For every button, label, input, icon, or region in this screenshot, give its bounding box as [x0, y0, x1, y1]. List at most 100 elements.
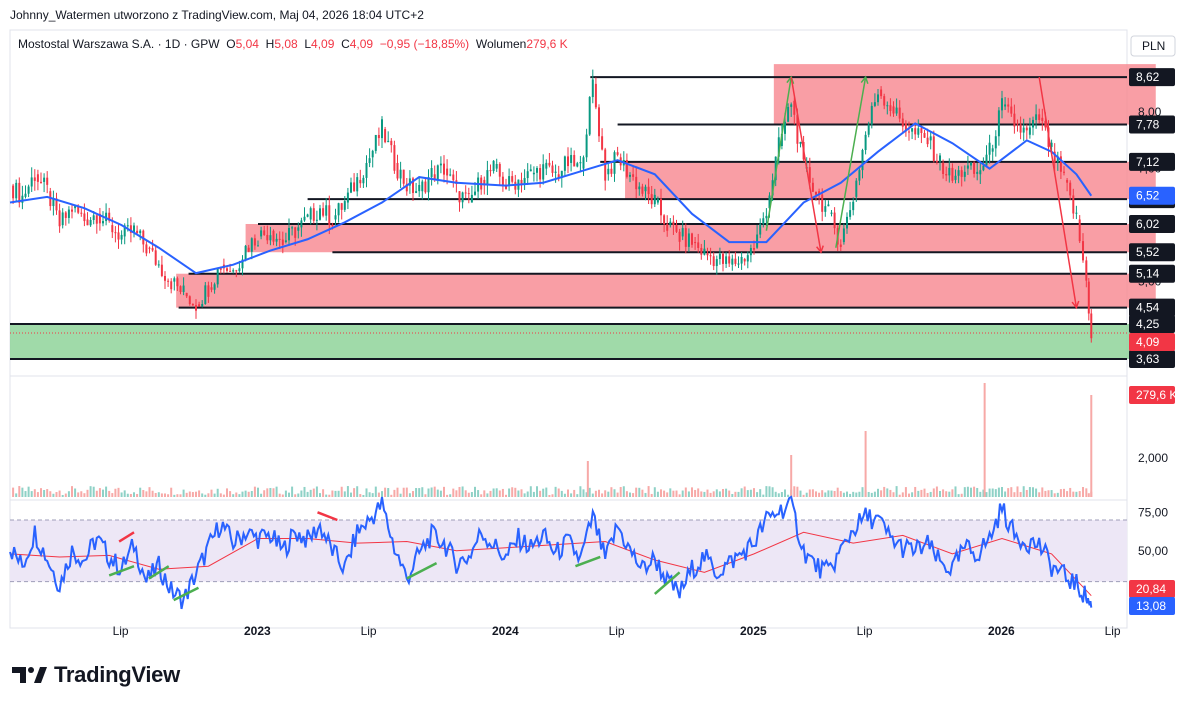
- volume-bar: [160, 493, 163, 497]
- volume-bar: [136, 493, 139, 497]
- candle-body: [529, 169, 532, 172]
- currency-badge[interactable]: [1130, 35, 1176, 57]
- candle-body: [139, 230, 142, 234]
- volume-bar: [517, 490, 520, 497]
- candle-body: [195, 305, 197, 311]
- volume-bar: [756, 492, 759, 497]
- candle-body: [182, 285, 185, 292]
- volume-bar: [1056, 492, 1059, 497]
- candle-body: [483, 179, 486, 186]
- volume-bar: [663, 490, 666, 497]
- volume-bar: [210, 489, 213, 497]
- candle-body: [374, 134, 377, 151]
- volume-bar: [647, 486, 650, 497]
- volume-bar: [976, 487, 979, 497]
- candle-body: [632, 174, 635, 177]
- candle-body: [567, 156, 569, 167]
- volume-bar: [753, 488, 755, 497]
- volume-bar: [281, 494, 284, 497]
- candle-body: [452, 174, 455, 181]
- candle-body: [294, 227, 297, 238]
- volume-bar: [24, 491, 27, 497]
- candle-body: [64, 212, 67, 218]
- time-tick-label: Lip: [113, 624, 129, 638]
- volume-spike: [586, 461, 589, 497]
- volume-bar: [877, 488, 879, 497]
- volume-bar: [799, 490, 802, 497]
- candle-body: [18, 182, 21, 203]
- candle-body: [86, 219, 89, 226]
- trend-arrow[interactable]: [835, 76, 867, 248]
- trend-arrow[interactable]: [765, 76, 792, 231]
- volume-bar: [849, 493, 852, 497]
- candle-body: [359, 179, 362, 184]
- volume-bar: [346, 486, 349, 497]
- tradingview-logo[interactable]: TradingView: [12, 662, 180, 688]
- volume-bar: [1072, 491, 1075, 497]
- candle-body: [303, 216, 306, 221]
- volume-bar: [771, 487, 774, 497]
- candle-body: [213, 284, 216, 290]
- volume-bar: [1087, 493, 1090, 497]
- candle-body: [1013, 113, 1016, 127]
- candle-body: [322, 208, 325, 216]
- open-label: O: [226, 37, 236, 51]
- symbol-label[interactable]: Mostostal Warszawa S.A. · 1D · GPW: [18, 37, 220, 51]
- candle-body: [123, 225, 126, 237]
- volume-bar: [331, 490, 334, 497]
- candle-body: [824, 206, 827, 212]
- candle-body: [523, 178, 526, 185]
- candle-body: [424, 181, 427, 193]
- candle-body: [613, 152, 616, 174]
- candle-body: [722, 253, 724, 264]
- volume-bar: [492, 488, 495, 497]
- volume-bar: [170, 487, 173, 497]
- candle-body: [226, 268, 228, 271]
- trend-arrow[interactable]: [790, 76, 822, 253]
- volume-bar: [1010, 487, 1013, 497]
- volume-bar: [997, 487, 1000, 497]
- price-level-label-bg: [1129, 115, 1175, 134]
- trend-arrow[interactable]: [1038, 76, 1078, 308]
- rsi-value-label-bg: [1129, 597, 1175, 615]
- candle-body: [492, 160, 495, 172]
- volume-bar: [886, 488, 889, 497]
- candle-body: [244, 245, 247, 260]
- volume-bar: [641, 489, 644, 497]
- candle-body: [80, 212, 83, 214]
- volume-bar: [644, 492, 647, 497]
- volume-bar: [1025, 489, 1028, 497]
- volume-bar: [207, 493, 210, 497]
- candle-body: [170, 281, 173, 290]
- volume-bar: [1063, 488, 1065, 497]
- candle-body: [46, 177, 49, 185]
- price-level-label: 8,62: [1136, 70, 1160, 84]
- volume-bar: [759, 489, 762, 497]
- rsi-value-label: 13,08: [1136, 599, 1166, 613]
- candle-body: [911, 128, 914, 132]
- volume-bar: [1078, 491, 1081, 497]
- volume-bar: [294, 494, 297, 497]
- volume-bar: [204, 494, 207, 497]
- volume-bar: [601, 493, 604, 497]
- candle-body: [291, 227, 294, 229]
- candle-body: [694, 242, 697, 244]
- candle-body: [219, 268, 222, 270]
- brand-name: TradingView: [54, 662, 180, 687]
- volume-bar: [1007, 488, 1010, 497]
- candle-body: [154, 250, 157, 265]
- rsi-divergence-line: [653, 571, 681, 595]
- candle-body: [901, 118, 904, 127]
- candle-body: [669, 221, 672, 226]
- volume-bar: [920, 489, 923, 497]
- candle-body: [95, 215, 98, 224]
- volume-bar: [176, 494, 179, 497]
- volume-bar: [74, 488, 77, 497]
- volume-bar: [604, 490, 607, 497]
- candle-body: [970, 162, 972, 166]
- candle-body: [40, 181, 42, 183]
- volume-bar: [15, 493, 18, 497]
- volume-bar: [796, 486, 799, 497]
- candle-body: [1063, 171, 1065, 173]
